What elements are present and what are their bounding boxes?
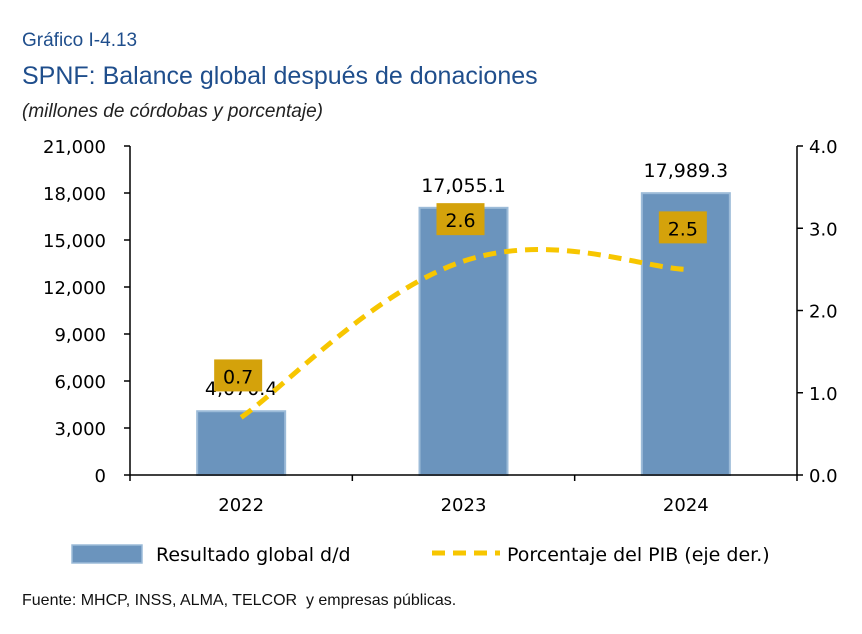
- pib-line: [239, 247, 686, 420]
- left-tick-label: 15,000: [43, 231, 106, 252]
- pct-label-box: [436, 203, 485, 236]
- left-tick-label: 9,000: [54, 325, 106, 346]
- pct-data-label: 2.5: [668, 218, 698, 240]
- chart-label: Gráfico I-4.13: [22, 30, 138, 51]
- left-tick-label: 3,000: [54, 419, 106, 440]
- right-tick-label: 0.0: [809, 466, 838, 487]
- bar: [418, 206, 509, 476]
- legend-bar-swatch: [71, 544, 143, 564]
- bar: [196, 410, 287, 477]
- legend-line-label: Porcentaje del PIB (eje der.): [507, 544, 770, 566]
- pct-data-label: 2.6: [445, 210, 475, 232]
- pct-data-label: 0.7: [223, 366, 253, 388]
- right-tick-label: 2.0: [809, 302, 838, 323]
- source-note: Fuente: MHCP, INSS, ALMA, TELCOR y empre…: [22, 592, 457, 609]
- x-tick-label: 2024: [663, 495, 709, 516]
- bar-data-label: 17,989.3: [644, 160, 729, 182]
- pct-label-box: [658, 211, 707, 244]
- left-tick-label: 6,000: [54, 372, 106, 393]
- right-tick-label: 1.0: [809, 384, 838, 405]
- left-tick-label: 12,000: [43, 278, 106, 299]
- left-tick-label: 18,000: [43, 184, 106, 205]
- chart-subtitle: (millones de córdobas y porcentaje): [22, 101, 323, 122]
- right-tick-label: 4.0: [809, 137, 838, 158]
- chart-title: SPNF: Balance global después de donacion…: [22, 62, 538, 90]
- x-tick-label: 2023: [441, 495, 487, 516]
- x-tick-label: 2022: [218, 495, 264, 516]
- pct-label-box: [214, 359, 263, 392]
- right-tick-label: 3.0: [809, 219, 838, 240]
- left-tick-label: 0: [95, 466, 106, 487]
- left-tick-label: 21,000: [43, 137, 106, 158]
- legend-bar-label: Resultado global d/d: [156, 544, 351, 566]
- bar-data-label: 17,055.1: [421, 175, 506, 197]
